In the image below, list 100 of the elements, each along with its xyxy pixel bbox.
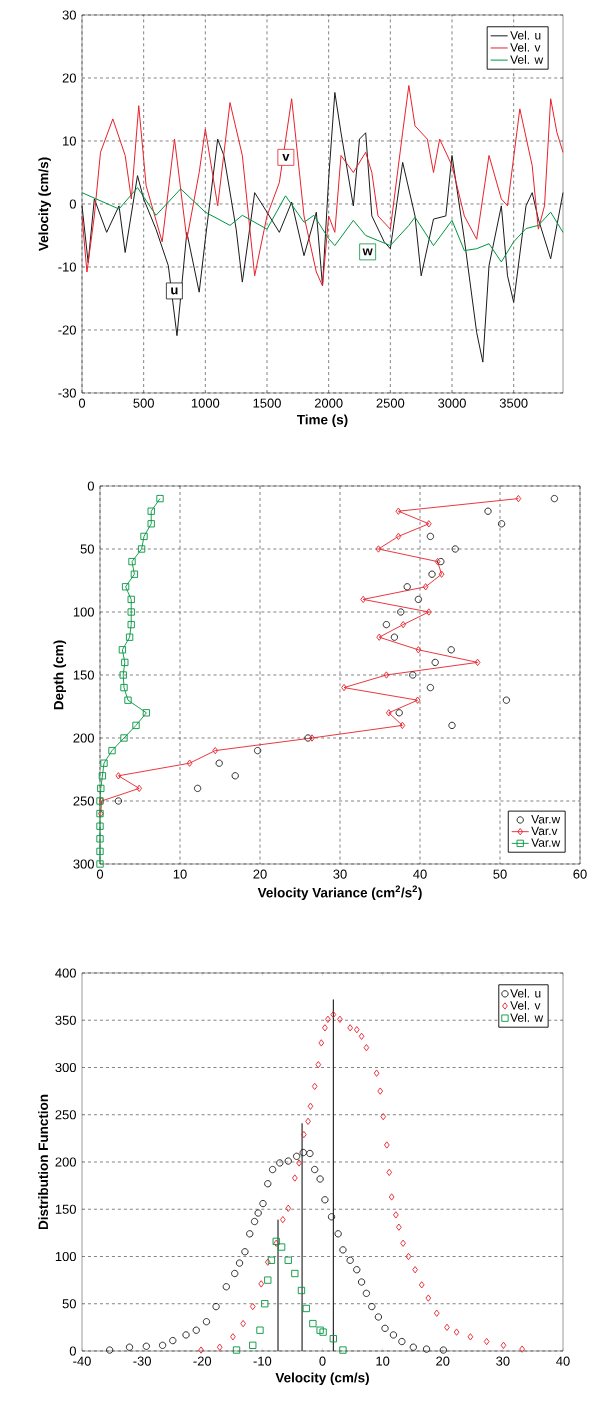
point <box>434 557 441 566</box>
point <box>360 595 367 604</box>
point <box>130 570 139 578</box>
point <box>222 1283 230 1291</box>
point <box>127 608 135 616</box>
point <box>322 1024 328 1032</box>
point <box>253 746 262 755</box>
point <box>192 1326 200 1334</box>
y-tick-label: -10 <box>58 262 76 272</box>
point <box>502 696 511 704</box>
point <box>383 671 390 679</box>
point <box>302 1304 310 1313</box>
point <box>311 1082 318 1091</box>
point <box>390 633 399 641</box>
point <box>309 734 315 742</box>
point <box>291 1269 299 1278</box>
line-series <box>81 187 564 263</box>
point <box>306 1149 314 1158</box>
point <box>368 1302 376 1311</box>
y-tick-label: 0 <box>69 1346 76 1356</box>
x-tick-label: 2500 <box>376 398 405 408</box>
point <box>96 822 104 830</box>
point <box>426 532 435 541</box>
point <box>96 860 104 868</box>
x-tick-label: 1000 <box>191 398 220 408</box>
point <box>385 709 392 717</box>
point <box>425 608 432 616</box>
point <box>216 1343 223 1351</box>
point <box>136 784 143 793</box>
y-tick-label: 250 <box>55 1110 76 1120</box>
point <box>415 646 422 654</box>
point <box>202 1318 211 1326</box>
point <box>316 1326 324 1334</box>
point <box>339 1246 347 1254</box>
point <box>319 1328 327 1336</box>
point <box>447 646 455 654</box>
y-tick-label: 150 <box>55 1204 76 1214</box>
x-tick-label: -30 <box>133 1356 151 1366</box>
point <box>215 759 223 767</box>
x-tick-label: 60 <box>573 869 587 879</box>
point <box>374 1313 383 1321</box>
point <box>246 1230 254 1238</box>
point <box>169 1336 177 1345</box>
point <box>381 1324 389 1332</box>
point <box>363 1044 370 1052</box>
point <box>250 1217 259 1226</box>
point <box>484 507 492 515</box>
y-tick-label: 50 <box>62 1299 76 1309</box>
x-tick-label: 30 <box>333 869 347 879</box>
point <box>137 545 146 553</box>
point <box>384 1141 390 1149</box>
point <box>121 658 129 667</box>
point <box>353 1266 361 1274</box>
point <box>403 583 411 591</box>
point <box>395 532 402 541</box>
point <box>96 847 104 856</box>
point <box>115 772 122 780</box>
line-series <box>81 91 564 363</box>
point <box>409 1343 417 1351</box>
point <box>321 1196 329 1204</box>
point <box>100 759 108 767</box>
point <box>425 1294 432 1302</box>
point <box>431 658 439 667</box>
point <box>307 1102 314 1110</box>
x-tick-label: 500 <box>133 398 154 408</box>
point <box>353 1026 360 1034</box>
point <box>376 633 383 641</box>
x-tick-label: -40 <box>73 1356 91 1366</box>
point <box>389 1331 398 1339</box>
point <box>284 1157 292 1165</box>
point <box>362 1289 371 1297</box>
point <box>500 1341 507 1349</box>
y-tick-label: -20 <box>58 325 76 335</box>
point <box>396 1223 402 1231</box>
point <box>515 494 522 503</box>
y-tick-label: 100 <box>55 1251 76 1262</box>
point <box>405 1252 412 1261</box>
point <box>106 1346 114 1354</box>
point <box>235 1259 244 1267</box>
point <box>120 734 128 742</box>
y-axis-title: Velocity (cm/s) <box>38 157 51 251</box>
point <box>448 721 456 730</box>
point <box>259 1199 267 1208</box>
point <box>409 671 417 679</box>
point <box>382 620 391 629</box>
point <box>232 1346 241 1354</box>
point <box>230 1333 236 1341</box>
point <box>497 520 506 528</box>
point <box>311 1165 319 1174</box>
y-tick-label: 250 <box>73 796 94 806</box>
point <box>297 1286 306 1295</box>
point <box>386 1168 393 1177</box>
point <box>121 583 130 591</box>
y-tick-label: 100 <box>73 607 94 617</box>
x-tick-label: 2000 <box>314 398 343 408</box>
point <box>249 1302 256 1311</box>
x-tick-label: 0 <box>319 1356 326 1366</box>
point <box>249 1341 257 1349</box>
point <box>114 797 123 805</box>
point <box>119 671 127 679</box>
